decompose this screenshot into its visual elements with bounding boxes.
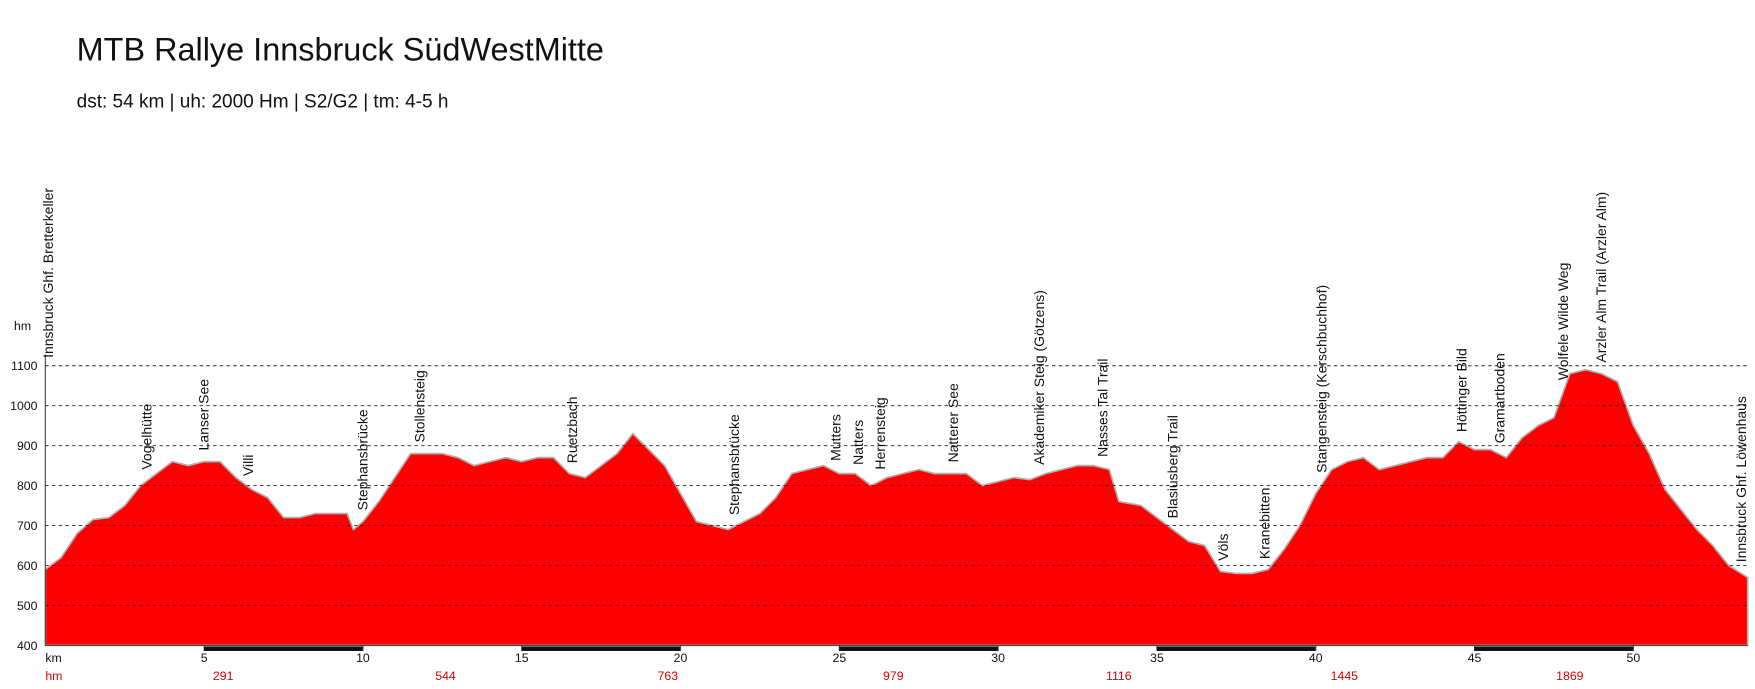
- y-tick-label: 600: [17, 559, 38, 573]
- x-tick-label: 50: [1627, 651, 1641, 665]
- x-axis-band: [204, 646, 363, 651]
- waypoint-label: Villi: [240, 455, 256, 476]
- x-axis-unit: km: [45, 651, 61, 665]
- uphill-value: 291: [213, 669, 234, 683]
- waypoint-label: Höttinger Bild: [1453, 348, 1469, 432]
- x-tick-label: 30: [991, 651, 1005, 665]
- waypoint-label: Gramartboden: [1491, 353, 1507, 443]
- waypoint-label: Kranebitten: [1256, 488, 1272, 559]
- waypoint-label: Ruetzbach: [564, 396, 580, 463]
- y-axis-unit: hm: [14, 319, 31, 333]
- waypoint-label: Natters: [850, 420, 866, 465]
- waypoint-label: Stangensteig (Kerschbuchhof): [1314, 285, 1330, 473]
- x-tick-label: 20: [674, 651, 688, 665]
- uphill-value: 1445: [1331, 669, 1359, 683]
- y-tick-label: 500: [17, 599, 38, 613]
- waypoint-label: Natterer See: [945, 383, 961, 462]
- x-axis-band: [1156, 646, 1316, 651]
- uphill-value: 1869: [1556, 669, 1584, 683]
- chart-subtitle: dst: 54 km | uh: 2000 Hm | S2/G2 | tm: 4…: [77, 91, 449, 112]
- waypoint-label: Völs: [1215, 534, 1231, 561]
- x-axis-band: [839, 646, 999, 651]
- y-tick-label: 1000: [10, 399, 38, 413]
- elevation-area: [44, 368, 1749, 647]
- waypoint-label: Wolfele Wilde Weg: [1555, 263, 1571, 380]
- x-tick-label: 45: [1468, 651, 1482, 665]
- y-tick-label: 400: [17, 639, 38, 653]
- x-tick-label: 5: [201, 651, 208, 665]
- waypoint-label: Stollensteig: [412, 370, 428, 442]
- x-tick-label: 35: [1150, 651, 1164, 665]
- waypoint-label: Lanser See: [196, 379, 212, 451]
- y-tick-label: 900: [17, 439, 38, 453]
- y-tick-label: 700: [17, 519, 38, 533]
- waypoint-label: Mutters: [828, 414, 844, 461]
- waypoint-label: Innsbruck Ghf. Bretterkeller: [40, 188, 56, 358]
- uphill-unit: hm: [45, 669, 62, 683]
- waypoint-label: Stephansbrücke: [726, 414, 742, 515]
- waypoint-label: Akademiker Steig (Götzens): [1031, 290, 1047, 465]
- uphill-value: 979: [883, 669, 904, 683]
- x-tick-label: 15: [515, 651, 529, 665]
- x-tick-label: 40: [1309, 651, 1323, 665]
- chart-title: MTB Rallye Innsbruck SüdWestMitte: [77, 31, 604, 67]
- x-tick-label: 10: [356, 651, 370, 665]
- y-tick-label: 1100: [11, 359, 38, 373]
- uphill-value: 763: [658, 669, 679, 683]
- x-axis-band: [1474, 646, 1634, 651]
- y-tick-label: 800: [17, 479, 38, 493]
- waypoint-label: Arzler Alm Trail (Arzler Alm): [1593, 192, 1609, 363]
- waypoint-label: Stephansbrücke: [354, 409, 370, 510]
- waypoint-label: Vogelhütte: [138, 403, 154, 469]
- uphill-value: 544: [435, 669, 456, 683]
- x-tick-label: 25: [833, 651, 847, 665]
- x-axis-band: [521, 646, 681, 651]
- waypoint-label: Herrensteig: [872, 397, 888, 469]
- waypoint-label: Innsbruck Ghf. Löwenhaus: [1733, 396, 1749, 562]
- waypoint-label: Nasses Tal Trail: [1094, 358, 1110, 456]
- waypoint-label: Blasiusberg Trail: [1164, 415, 1180, 518]
- uphill-value: 1116: [1106, 669, 1132, 683]
